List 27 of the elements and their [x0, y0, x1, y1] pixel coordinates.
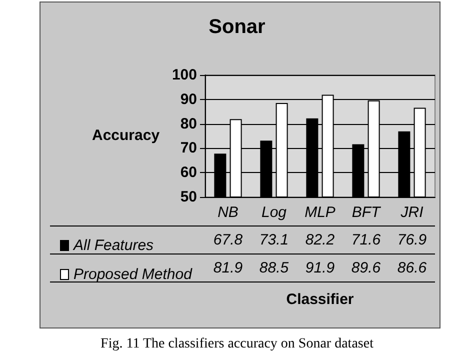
data-label: 81.9	[213, 260, 244, 276]
data-label: 89.6	[351, 260, 382, 276]
x-tick-label: BFT	[352, 204, 382, 221]
x-axis-title: Classifier	[286, 291, 354, 308]
legend-label: Proposed Method	[74, 266, 193, 283]
legend-label: All Features	[72, 237, 154, 254]
y-tick-label: 80	[180, 115, 197, 132]
chart-title: Sonar	[208, 16, 266, 38]
x-tick-label: NB	[218, 204, 238, 221]
data-label: 91.9	[305, 260, 336, 276]
x-tick-label: Log	[261, 204, 288, 221]
data-label: 76.9	[397, 232, 428, 248]
y-axis-title: Accuracy	[92, 127, 160, 144]
caption: Fig. 11 The classifiers accuracy on Sonar dataset	[100, 336, 374, 352]
y-tick-label: 100	[172, 66, 197, 84]
y-tick-label: 50	[180, 188, 197, 206]
data-label: 73.1	[259, 232, 289, 248]
data-label: 88.5	[259, 260, 290, 276]
data-label: 71.6	[351, 232, 382, 248]
y-tick-label: 90	[180, 90, 197, 108]
x-tick-label: MLP	[304, 204, 336, 221]
y-tick-label: 70	[180, 140, 197, 157]
y-tick-label: 60	[180, 164, 197, 182]
data-label: 67.8	[213, 232, 244, 248]
x-tick-label: JRI	[400, 204, 424, 221]
data-label: 82.2	[305, 232, 336, 248]
data-label: 86.6	[397, 260, 428, 276]
